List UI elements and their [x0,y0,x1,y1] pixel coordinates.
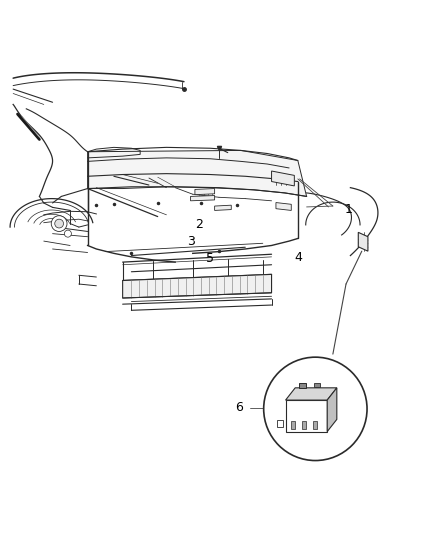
Circle shape [55,219,64,228]
FancyBboxPatch shape [299,383,306,388]
Circle shape [51,216,67,231]
Polygon shape [327,388,337,432]
Polygon shape [286,400,327,432]
FancyBboxPatch shape [291,421,295,429]
Circle shape [264,357,367,461]
Polygon shape [358,232,368,251]
Circle shape [64,230,71,237]
Polygon shape [277,420,283,427]
FancyBboxPatch shape [302,421,306,429]
Text: 5: 5 [206,252,214,265]
FancyBboxPatch shape [314,383,320,387]
Polygon shape [88,150,307,197]
Text: 2: 2 [195,219,203,231]
Polygon shape [215,205,231,211]
Text: 1: 1 [344,203,352,216]
Text: 3: 3 [187,235,194,248]
Polygon shape [272,171,294,186]
Text: 4: 4 [294,251,302,264]
FancyBboxPatch shape [312,421,317,429]
Polygon shape [123,274,272,298]
Polygon shape [191,196,215,201]
Polygon shape [286,388,337,400]
Text: 6: 6 [235,401,243,414]
Polygon shape [276,203,291,211]
Polygon shape [195,189,215,195]
